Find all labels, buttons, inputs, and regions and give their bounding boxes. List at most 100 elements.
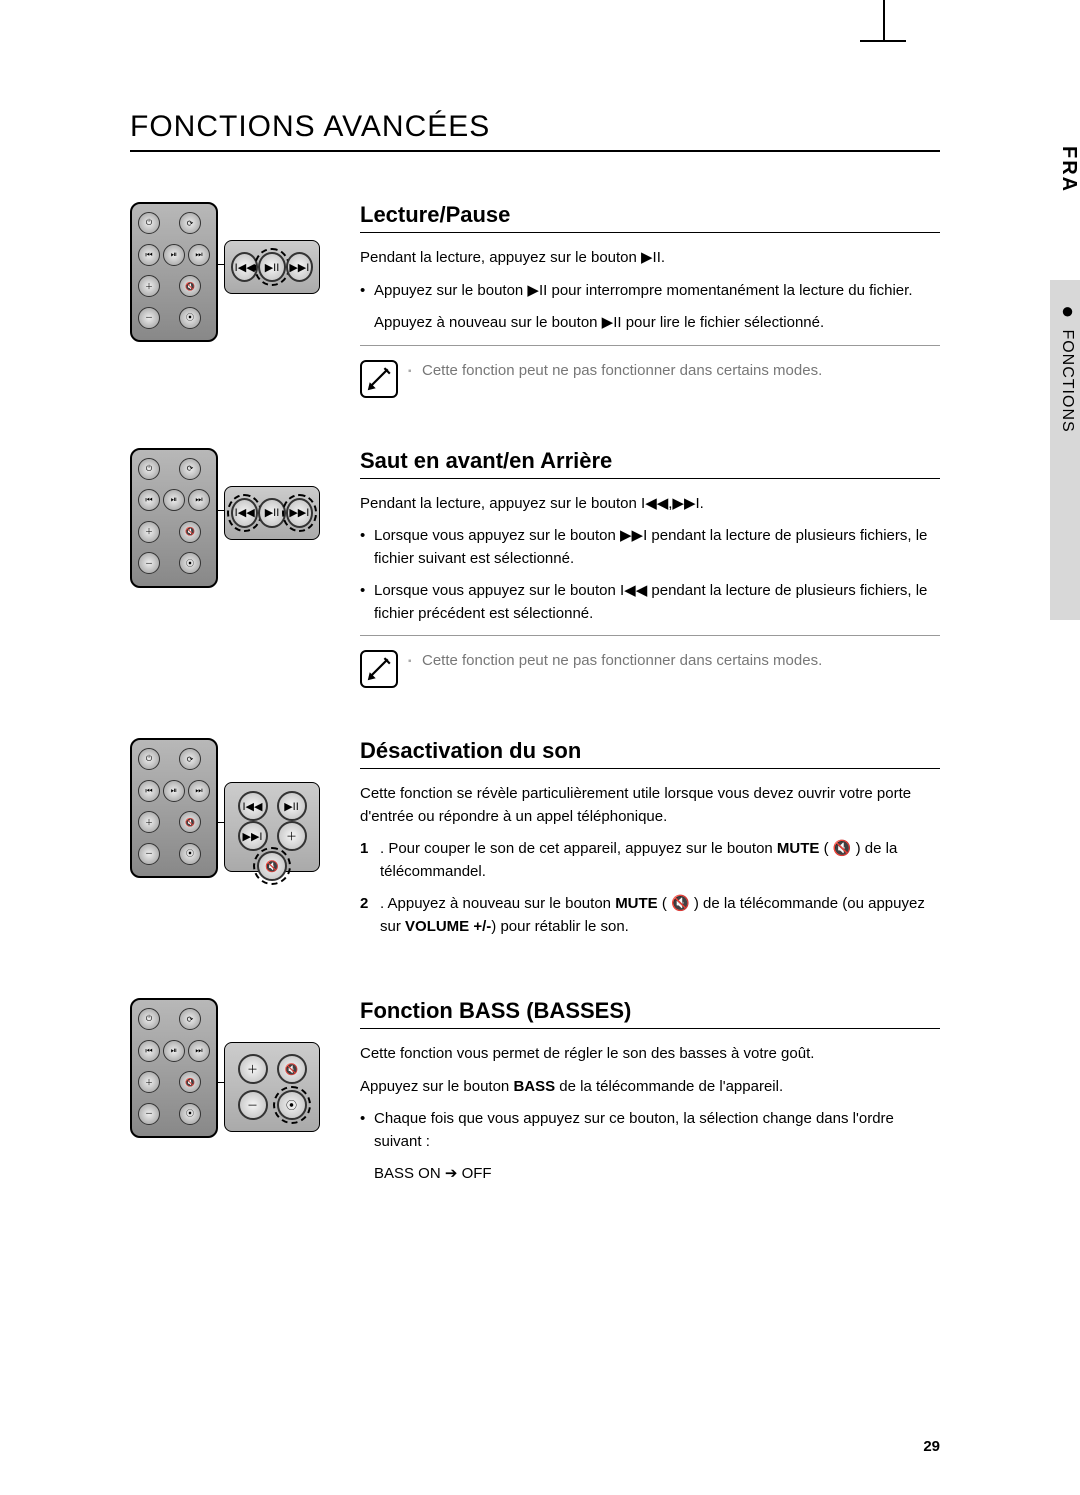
power-icon: ⏻ — [138, 1008, 160, 1030]
mute-icon: 🔇 — [179, 1071, 201, 1093]
remote-diagram: ⏻ ⟳ ⏮ ⏯ ⏭ ＋ 🔇 － ⦿ — [130, 998, 218, 1138]
callout: I◀◀▶II▶▶I＋🔇 — [224, 782, 320, 872]
page-content: FONCTIONS AVANCÉES ⏻ ⟳ ⏮ ⏯ ⏭ ＋ 🔇 － ⦿ I◀◀… — [130, 110, 940, 1246]
callout-button: 🔇 — [257, 851, 287, 881]
prev-icon: ⏮ — [138, 780, 160, 802]
remote-wrap: ⏻ ⟳ ⏮ ⏯ ⏭ ＋ 🔇 － ⦿ ＋ 🔇 － ⦿ — [130, 998, 330, 1158]
vol-up-icon: ＋ — [138, 275, 160, 297]
remote-column: ⏻ ⟳ ⏮ ⏯ ⏭ ＋ 🔇 － ⦿ I◀◀▶II▶▶I — [130, 202, 330, 362]
callout-button: ▶▶I — [238, 821, 268, 851]
bullet-item: Lorsque vous appuyez sur le bouton I◀◀ p… — [360, 580, 940, 625]
remote-column: ⏻ ⟳ ⏮ ⏯ ⏭ ＋ 🔇 － ⦿ ＋ 🔇 － ⦿ — [130, 998, 330, 1158]
prev-icon: ⏮ — [138, 1040, 160, 1062]
vol-down-icon: － — [138, 307, 160, 329]
bullet-list: Lorsque vous appuyez sur le bouton ▶▶I p… — [360, 525, 940, 625]
crop-mark-v — [883, 0, 885, 40]
note-row: Cette fonction peut ne pas fonctionner d… — [360, 635, 940, 688]
callout-button: ＋ — [238, 1054, 268, 1084]
mute-icon: 🔇 — [179, 275, 201, 297]
page-number: 29 — [923, 1438, 940, 1455]
callout-button: I◀◀ — [238, 791, 268, 821]
section-tab-label: FONCTIONS — [1059, 329, 1076, 432]
section-tab: ● FONCTIONS — [1050, 280, 1080, 620]
source-icon: ⟳ — [179, 458, 201, 480]
next-icon: ⏭ — [188, 780, 210, 802]
callout: I◀◀▶II▶▶I — [224, 486, 320, 540]
bass-icon: ⦿ — [179, 552, 201, 574]
ordered-num: 2 — [360, 893, 368, 916]
ordered-num: 1 — [360, 838, 368, 861]
play-icon: ⏯ — [163, 780, 185, 802]
text-column: Lecture/Pause Pendant la lecture, appuyez… — [360, 202, 940, 398]
section: ⏻ ⟳ ⏮ ⏯ ⏭ ＋ 🔇 － ⦿ ＋ 🔇 － ⦿ Fonction BASS (BA… — [130, 998, 940, 1196]
callout-button: ▶II — [277, 791, 307, 821]
section-intro: Cette fonction se révèle particulièremen… — [360, 783, 940, 828]
prev-icon: ⏮ — [138, 489, 160, 511]
section-title: Désactivation du son — [360, 738, 940, 769]
section: ⏻ ⟳ ⏮ ⏯ ⏭ ＋ 🔇 － ⦿ I◀◀▶II▶▶I＋🔇 Désactivat… — [130, 738, 940, 948]
section-intro: Pendant la lecture, appuyez sur le bouto… — [360, 493, 940, 516]
power-icon: ⏻ — [138, 458, 160, 480]
note-icon — [360, 360, 398, 398]
bass-icon: ⦿ — [179, 307, 201, 329]
bass-icon: ⦿ — [179, 1103, 201, 1125]
bullet-item: Lorsque vous appuyez sur le bouton ▶▶I p… — [360, 525, 940, 570]
prev-icon: ⏮ — [138, 244, 160, 266]
play-icon: ⏯ — [163, 1040, 185, 1062]
callout-button: I◀◀ — [231, 252, 258, 282]
vol-down-icon: － — [138, 843, 160, 865]
callout-button: I◀◀ — [231, 498, 258, 528]
section: ⏻ ⟳ ⏮ ⏯ ⏭ ＋ 🔇 － ⦿ I◀◀▶II▶▶I Lecture/Paus… — [130, 202, 940, 398]
source-icon: ⟳ — [179, 212, 201, 234]
section-line: Appuyez sur le bouton BASS de la télécom… — [360, 1076, 940, 1099]
note-row: Cette fonction peut ne pas fonctionner d… — [360, 345, 940, 398]
callout-button: － — [238, 1090, 268, 1120]
callout: ＋🔇－⦿ — [224, 1042, 320, 1132]
note-icon — [360, 650, 398, 688]
next-icon: ⏭ — [188, 489, 210, 511]
page-title: FONCTIONS AVANCÉES — [130, 110, 940, 152]
ordered-item: 2. Appuyez à nouveau sur le bouton MUTE … — [360, 893, 940, 938]
ordered-item: 1. Pour couper le son de cet appareil, a… — [360, 838, 940, 883]
callout-button: ⦿ — [277, 1090, 307, 1120]
text-column: Désactivation du son Cette fonction se ré… — [360, 738, 940, 948]
vol-up-icon: ＋ — [138, 811, 160, 833]
remote-diagram: ⏻ ⟳ ⏮ ⏯ ⏭ ＋ 🔇 － ⦿ — [130, 448, 218, 588]
bullet-item: Appuyez sur le bouton ▶II pour interromp… — [360, 280, 940, 303]
remote-diagram: ⏻ ⟳ ⏮ ⏯ ⏭ ＋ 🔇 － ⦿ — [130, 738, 218, 878]
section-title: Saut en avant/en Arrière — [360, 448, 940, 479]
next-icon: ⏭ — [188, 1040, 210, 1062]
section-title: Lecture/Pause — [360, 202, 940, 233]
vol-up-icon: ＋ — [138, 1071, 160, 1093]
callout-button: ▶▶I — [286, 252, 313, 282]
crop-mark-h — [860, 40, 906, 42]
vol-down-icon: － — [138, 552, 160, 574]
callout-button: ＋ — [277, 821, 307, 851]
mute-icon: 🔇 — [179, 521, 201, 543]
section-intro: Pendant la lecture, appuyez sur le bouto… — [360, 247, 940, 270]
vol-down-icon: － — [138, 1103, 160, 1125]
section-title: Fonction BASS (BASSES) — [360, 998, 940, 1029]
section-after: Appuyez à nouveau sur le bouton ▶II pour… — [360, 312, 940, 335]
remote-column: ⏻ ⟳ ⏮ ⏯ ⏭ ＋ 🔇 － ⦿ I◀◀▶II▶▶I — [130, 448, 330, 608]
source-icon: ⟳ — [179, 748, 201, 770]
section-intro: Cette fonction vous permet de régler le … — [360, 1043, 940, 1066]
power-icon: ⏻ — [138, 748, 160, 770]
callout-button: ▶II — [258, 252, 285, 282]
section: ⏻ ⟳ ⏮ ⏯ ⏭ ＋ 🔇 － ⦿ I◀◀▶II▶▶I Saut en avan… — [130, 448, 940, 689]
remote-wrap: ⏻ ⟳ ⏮ ⏯ ⏭ ＋ 🔇 － ⦿ I◀◀▶II▶▶I — [130, 448, 330, 608]
remote-wrap: ⏻ ⟳ ⏮ ⏯ ⏭ ＋ 🔇 － ⦿ I◀◀▶II▶▶I — [130, 202, 330, 362]
power-icon: ⏻ — [138, 212, 160, 234]
callout: I◀◀▶II▶▶I — [224, 240, 320, 294]
mute-icon: 🔇 — [179, 811, 201, 833]
text-column: Saut en avant/en Arrière Pendant la lectu… — [360, 448, 940, 689]
remote-wrap: ⏻ ⟳ ⏮ ⏯ ⏭ ＋ 🔇 － ⦿ I◀◀▶II▶▶I＋🔇 — [130, 738, 330, 898]
bullet-list: Appuyez sur le bouton ▶II pour interromp… — [360, 280, 940, 303]
play-icon: ⏯ — [163, 244, 185, 266]
section-after: BASS ON ➔ OFF — [360, 1163, 940, 1186]
bullet-item: Chaque fois que vous appuyez sur ce bout… — [360, 1108, 940, 1153]
bass-icon: ⦿ — [179, 843, 201, 865]
vol-up-icon: ＋ — [138, 521, 160, 543]
callout-button: ▶II — [258, 498, 285, 528]
remote-diagram: ⏻ ⟳ ⏮ ⏯ ⏭ ＋ 🔇 － ⦿ — [130, 202, 218, 342]
